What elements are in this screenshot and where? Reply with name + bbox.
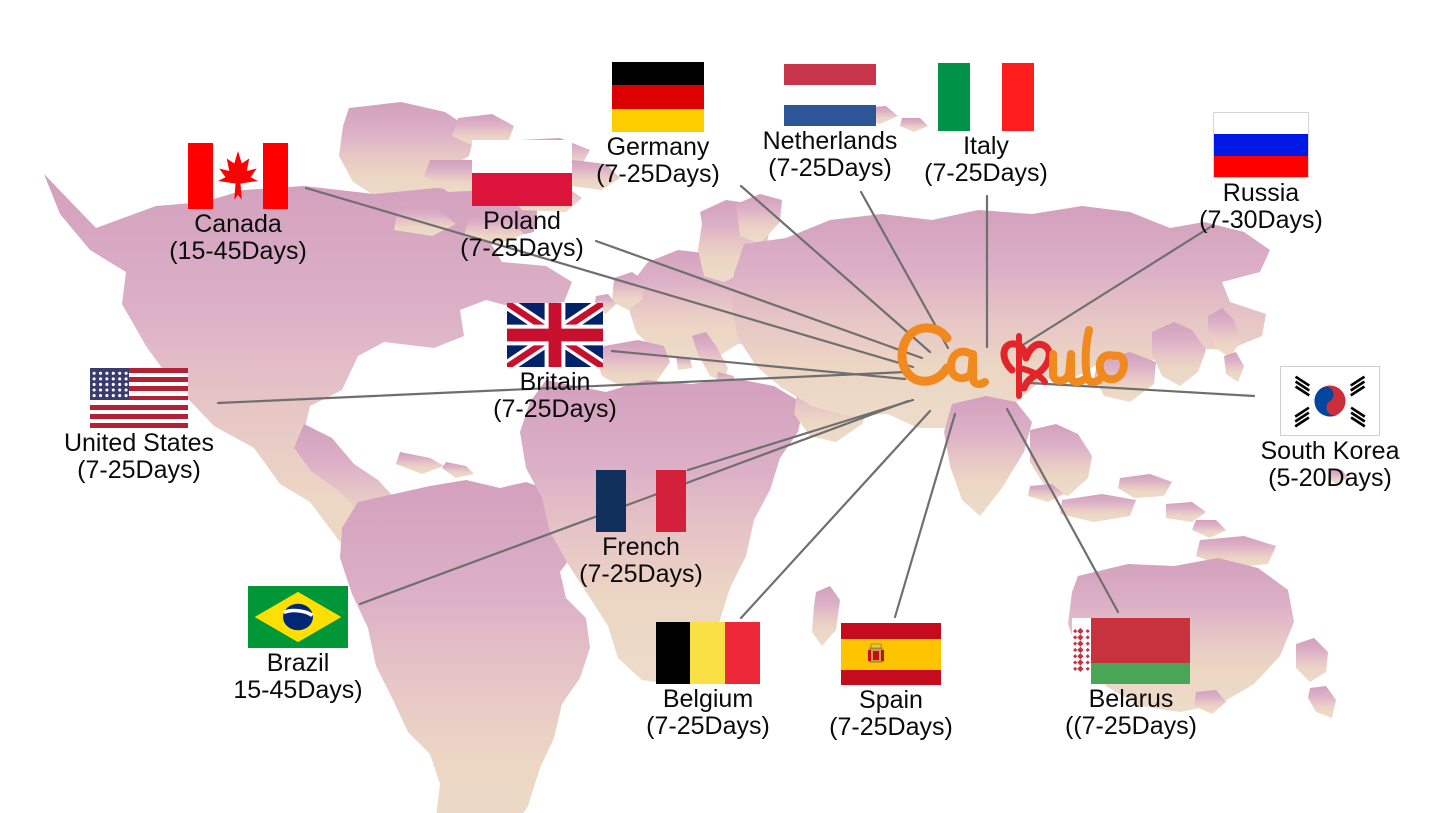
delivery-time-brazil: 15-45Days) — [233, 675, 363, 704]
country-name-brazil: Brazil — [266, 649, 330, 677]
delivery-time-spain: (7-25Days) — [829, 712, 953, 741]
destination-caption-south-korea: South Korea (5-20Days) — [1261, 438, 1400, 492]
destination-russia: Russia (7-30Days) — [1199, 112, 1323, 234]
delivery-time-italy: (7-25Days) — [924, 158, 1048, 187]
destination-caption-canada: Canada (15-45Days) — [169, 211, 307, 265]
connector-line-belarus — [1005, 407, 1120, 614]
destination-caption-italy: Italy (7-25Days) — [924, 133, 1048, 187]
destination-netherlands: Netherlands (7-25Days) — [763, 64, 898, 182]
spain-flag — [841, 623, 941, 685]
connector-line-britain — [610, 349, 907, 381]
destination-caption-britain: Britain (7-25Days) — [493, 369, 617, 423]
country-name-belgium: Belgium — [662, 685, 754, 713]
destination-belgium: Belgium (7-25Days) — [646, 622, 770, 740]
delivery-time-south-korea: (5-20Days) — [1268, 463, 1392, 492]
delivery-time-belgium: (7-25Days) — [646, 711, 770, 740]
destination-italy: Italy (7-25Days) — [924, 63, 1048, 187]
destination-caption-brazil: Brazil 15-45Days) — [233, 650, 362, 704]
connector-line-germany — [739, 184, 932, 354]
destination-canada: Canada (15-45Days) — [169, 143, 307, 265]
country-name-south-korea: South Korea — [1260, 437, 1400, 465]
country-name-italy: Italy — [963, 132, 1009, 160]
country-name-canada: Canada — [194, 210, 282, 238]
belarus-flag — [1071, 618, 1190, 684]
italy-flag — [938, 63, 1034, 131]
brand-logo-carulo — [893, 312, 1133, 404]
south-korea-flag — [1280, 366, 1380, 436]
country-name-united-states: United States — [63, 429, 215, 457]
connector-line-canada — [304, 186, 915, 369]
destination-caption-united-states: United States (7-25Days) — [64, 430, 214, 484]
connector-line-belgium — [739, 409, 932, 620]
connector-line-brazil — [358, 399, 910, 606]
france-flag — [596, 470, 686, 532]
destination-germany: Germany (7-25Days) — [596, 62, 720, 188]
connector-line-netherlands — [859, 190, 950, 350]
delivery-time-poland: (7-25Days) — [460, 233, 584, 262]
destination-french: French (7-25Days) — [579, 470, 703, 588]
country-name-belarus: Belarus — [1088, 685, 1174, 713]
connector-line-french — [686, 398, 915, 472]
destination-united-states: United States (7-25Days) — [64, 368, 214, 484]
delivery-time-russia: (7-30Days) — [1199, 205, 1323, 234]
connector-line-russia — [1016, 224, 1214, 350]
delivery-time-belarus: ((7-25Days) — [1065, 711, 1197, 740]
country-name-french: French — [602, 533, 680, 561]
destination-caption-germany: Germany (7-25Days) — [596, 134, 720, 188]
connector-line-spain — [893, 412, 957, 619]
usa-flag — [90, 368, 188, 428]
destination-britain: Britain (7-25Days) — [493, 303, 617, 423]
country-name-poland: Poland — [483, 207, 561, 235]
country-name-netherlands: Netherlands — [762, 127, 898, 155]
connector-line-united-states — [216, 370, 908, 405]
destination-caption-belgium: Belgium (7-25Days) — [646, 686, 770, 740]
poland-flag — [472, 140, 572, 206]
connector-line-poland — [594, 239, 924, 360]
destination-south-korea: South Korea (5-20Days) — [1261, 366, 1400, 492]
delivery-time-united-states: (7-25Days) — [77, 455, 201, 484]
country-name-britain: Britain — [519, 368, 591, 396]
destination-brazil: Brazil 15-45Days) — [233, 586, 363, 704]
country-name-spain: Spain — [859, 686, 923, 714]
germany-flag — [612, 62, 704, 132]
destination-belarus: Belarus ((7-25Days) — [1065, 618, 1197, 740]
destination-spain: Spain (7-25Days) — [829, 623, 953, 741]
delivery-time-britain: (7-25Days) — [493, 394, 617, 423]
destination-poland: Poland (7-25Days) — [460, 140, 584, 262]
country-name-russia: Russia — [1222, 179, 1300, 207]
destination-caption-netherlands: Netherlands (7-25Days) — [763, 128, 898, 182]
country-name-germany: Germany — [606, 133, 710, 161]
destination-caption-french: French (7-25Days) — [579, 534, 703, 588]
netherlands-flag — [784, 64, 876, 126]
destination-caption-belarus: Belarus ((7-25Days) — [1065, 686, 1197, 740]
delivery-time-canada: (15-45Days) — [169, 236, 307, 265]
belgium-flag — [655, 622, 761, 684]
russia-flag — [1213, 112, 1309, 178]
delivery-time-french: (7-25Days) — [579, 559, 703, 588]
britain-flag — [507, 303, 603, 367]
connector-line-south-korea — [1028, 381, 1256, 398]
destination-caption-russia: Russia (7-30Days) — [1199, 180, 1323, 234]
destination-caption-spain: Spain (7-25Days) — [829, 687, 953, 741]
brazil-flag — [247, 586, 348, 648]
delivery-time-netherlands: (7-25Days) — [768, 153, 892, 182]
canada-flag — [188, 143, 288, 209]
delivery-time-germany: (7-25Days) — [596, 159, 720, 188]
destination-caption-poland: Poland (7-25Days) — [460, 208, 584, 262]
